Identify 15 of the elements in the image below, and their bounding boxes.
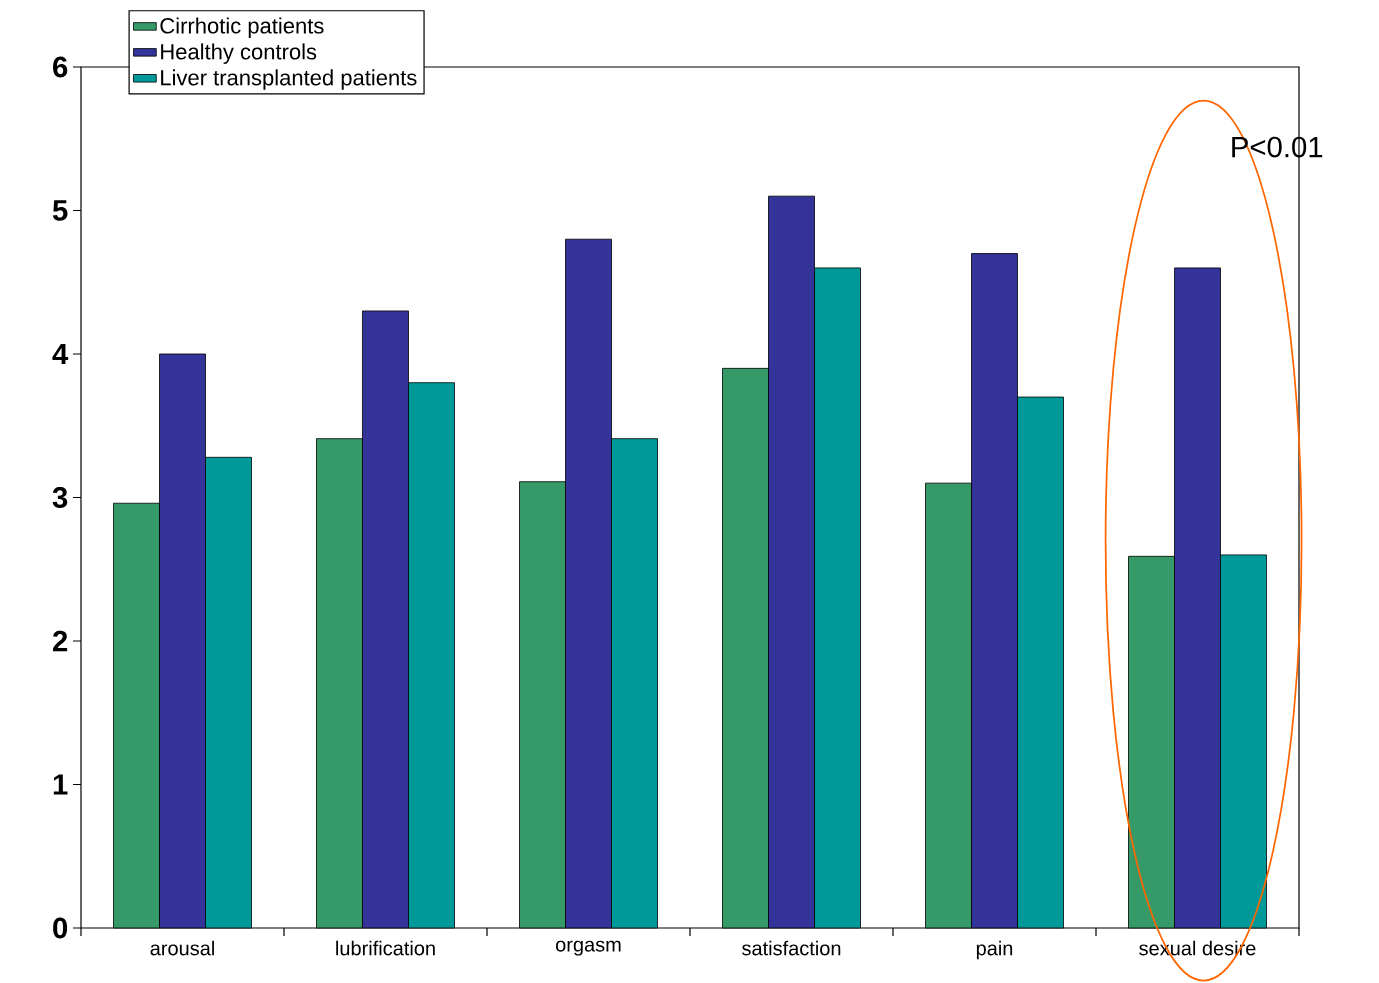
x-tick-label: satisfaction xyxy=(742,940,841,956)
x-tick-label: pain xyxy=(976,940,1013,960)
x-tick-label: lubrification xyxy=(336,940,435,956)
legend-label: Cirrhotic patients xyxy=(160,17,324,38)
x-tick-label: orgasm xyxy=(555,940,621,956)
y-tick-label: 0 xyxy=(53,917,68,939)
y-tick-label: 3 xyxy=(52,487,68,508)
y-tick-label: 1 xyxy=(53,774,68,795)
y-tick-label: 6 xyxy=(53,56,68,78)
y-tick-label: 5 xyxy=(52,200,68,221)
x-tick-label: arousal xyxy=(150,940,214,956)
legend-label: Liver transplanted patients xyxy=(161,69,417,90)
legend-label: Healthy controls xyxy=(161,43,317,64)
y-tick-label: 4 xyxy=(52,343,69,365)
y-tick-label: 2 xyxy=(53,630,68,652)
